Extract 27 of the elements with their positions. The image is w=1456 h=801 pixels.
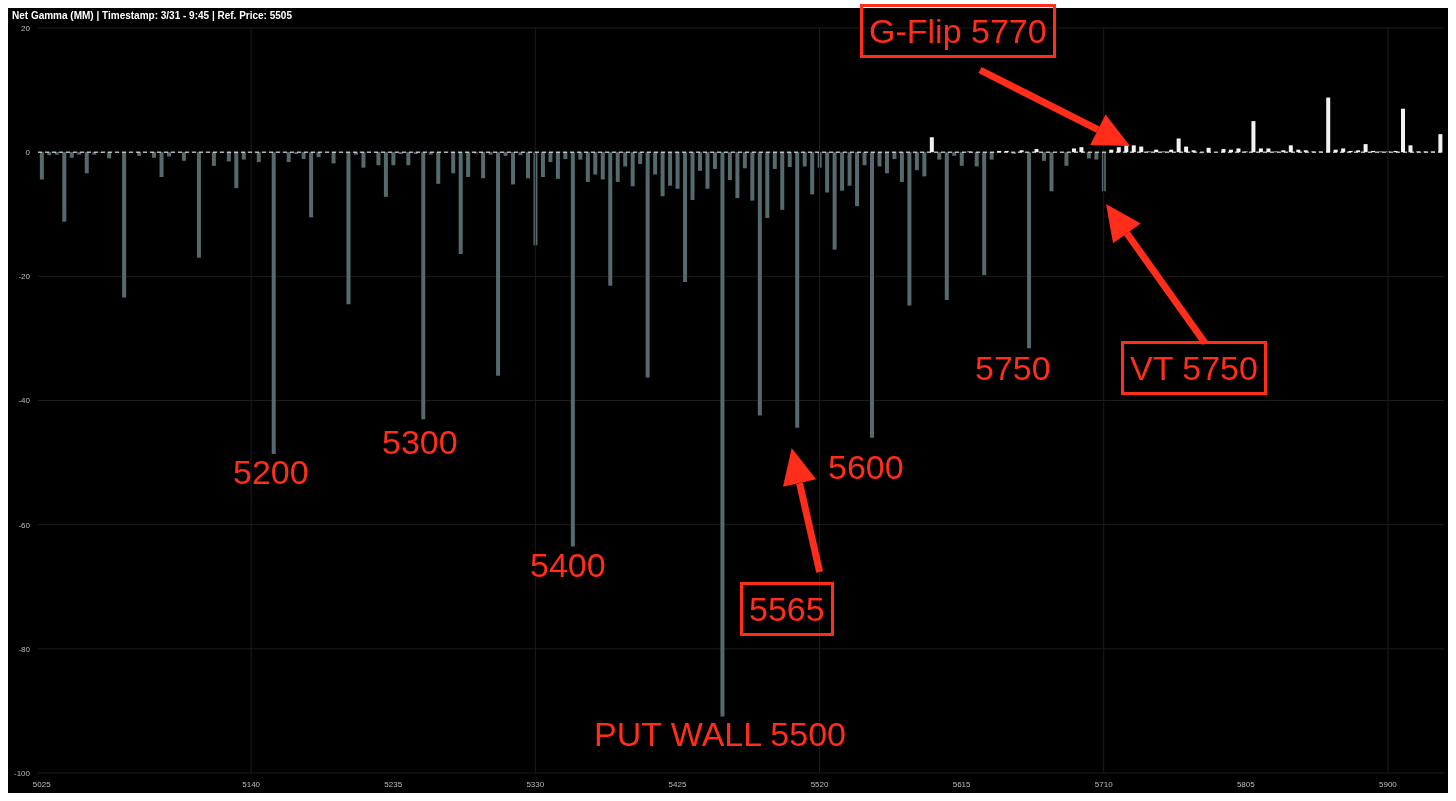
x-tick-label: 5235 [384,779,403,789]
x-tick-label: 5425 [668,779,687,789]
annotation: 5565 [740,582,834,636]
x-tick-label: 5615 [952,779,972,789]
y-tick-label: -60 [18,520,31,530]
x-tick-label: 5710 [1094,779,1114,789]
y-tick-label: -100 [13,768,31,778]
x-tick-label: 5330 [526,779,545,789]
y-tick-label: -40 [18,396,31,406]
annotation: 5300 [382,422,458,462]
x-tick-label: 5900 [1379,779,1398,789]
y-tick-label: -20 [18,272,31,282]
annotation: G-Flip 5770 [860,4,1056,58]
annotation: 5750 [975,348,1051,388]
x-tick-label: 5025 [32,779,52,789]
chart-title: Net Gamma (MM) | Timestamp: 3/31 - 9:45 | Ref. Price: 5505 [12,10,292,21]
x-tick-label: 5140 [242,779,261,789]
annotation: VT 5750 [1121,341,1267,395]
annotation: 5600 [828,447,904,487]
y-tick-label: 20 [21,23,31,33]
annotation: 5200 [233,452,309,492]
y-tick-label: -80 [18,644,31,654]
x-tick-label: 5520 [810,779,829,789]
annotation: PUT WALL 5500 [594,714,846,754]
y-tick-label: 0 [25,148,31,158]
x-tick-label: 5805 [1236,779,1256,789]
annotation: 5400 [530,545,606,585]
